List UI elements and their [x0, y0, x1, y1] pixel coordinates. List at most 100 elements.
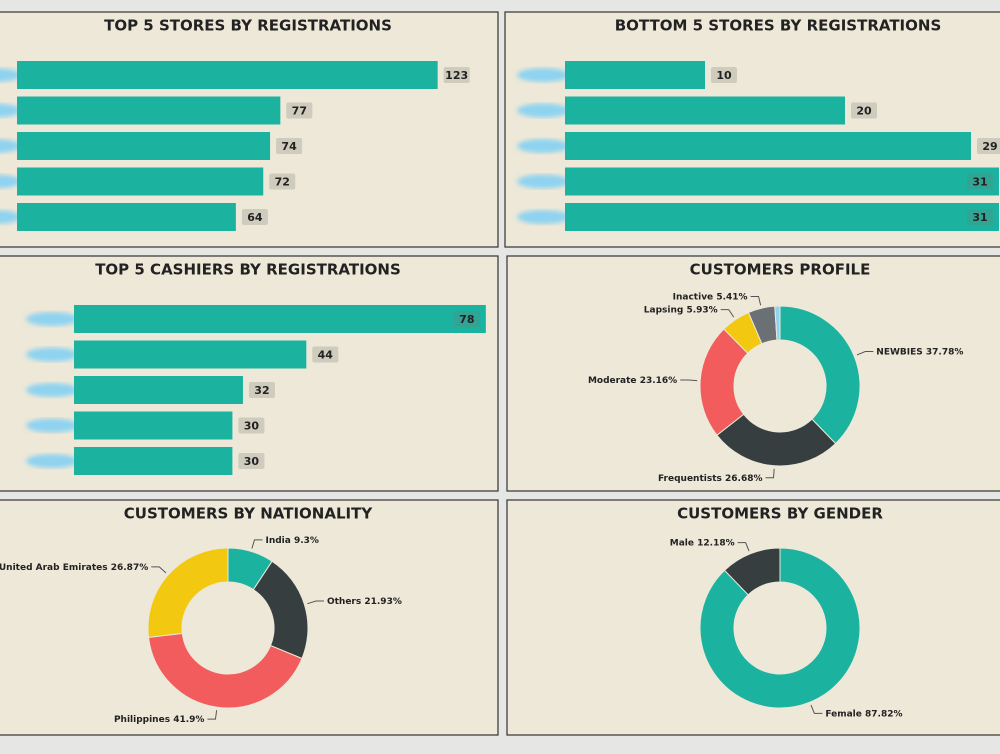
bar	[565, 96, 845, 125]
value-label-bg	[711, 67, 737, 83]
bar	[17, 96, 281, 125]
value-label-bg	[443, 67, 470, 83]
slice-name: Others	[327, 597, 361, 607]
donut-slice	[699, 547, 861, 709]
leader-line	[207, 710, 218, 720]
redacted-label	[26, 454, 78, 468]
bar	[74, 376, 243, 404]
bar	[17, 203, 236, 231]
donut-chart: Female 87.82% Male 12.18%	[670, 538, 903, 719]
value-label: 30	[244, 455, 260, 468]
value-label-bg	[967, 173, 993, 190]
redacted-label	[517, 210, 569, 224]
slice-value: 23.16%	[640, 375, 678, 385]
value-label: 74	[281, 140, 297, 153]
value-label: 32	[254, 384, 269, 397]
value-label-bg	[286, 102, 313, 119]
value-label-bg	[453, 311, 480, 327]
donut-chart: NEWBIES 37.78% Frequentists 26.68% Moderat…	[588, 292, 963, 483]
slice-name: India	[265, 535, 290, 545]
redacted-label	[0, 68, 21, 82]
slice-name: Female	[825, 709, 862, 719]
value-label-bg	[238, 453, 265, 469]
panel-title: CUSTOMERS BY GENDER	[677, 505, 883, 523]
panel-title: CUSTOMERS PROFILE	[690, 261, 871, 279]
redacted-label	[517, 68, 569, 82]
leader-line	[720, 309, 735, 318]
value-label-bg	[967, 209, 993, 225]
redacted-label	[517, 139, 569, 153]
bar	[74, 340, 307, 369]
bar	[74, 305, 486, 333]
redacted-label	[0, 103, 21, 118]
bar	[565, 61, 705, 89]
leader-line	[810, 704, 823, 714]
value-label-bg	[276, 138, 303, 154]
redacted-label	[26, 312, 78, 326]
redacted-label	[26, 383, 78, 397]
leader-line	[251, 539, 263, 549]
panel-title: TOP 5 CASHIERS BY REGISTRATIONS	[95, 261, 401, 279]
slice-label: Female 87.82%	[825, 709, 902, 719]
slice-name: Male	[670, 538, 694, 548]
value-label-bg	[312, 346, 339, 363]
slice-name: United Arab Emirates	[0, 562, 108, 572]
donut-slice	[723, 547, 781, 596]
leader-line	[750, 296, 762, 306]
leader-line	[737, 542, 750, 552]
redacted-label	[0, 139, 21, 153]
value-label: 64	[247, 211, 263, 224]
value-label-bg	[248, 382, 275, 398]
slice-name: Frequentists	[658, 473, 722, 483]
bar-chart: 123 77 74 72 64	[0, 61, 470, 231]
value-label-bg	[241, 209, 268, 225]
slice-label: Others 21.93%	[327, 597, 402, 607]
leader-line	[151, 566, 167, 574]
value-label: 30	[244, 420, 260, 433]
redacted-label	[0, 210, 21, 224]
donut-slice	[147, 632, 303, 709]
value-label: 44	[318, 349, 334, 362]
value-label: 72	[275, 176, 290, 189]
redacted-label	[26, 347, 78, 362]
slice-value: 9.3%	[294, 535, 319, 545]
slice-value: 5.93%	[686, 305, 717, 315]
slice-value: 21.93%	[364, 597, 402, 607]
slice-name: Philippines	[114, 715, 170, 725]
donut-slice	[779, 305, 861, 445]
value-label: 31	[972, 211, 987, 224]
redacted-label	[0, 174, 21, 189]
slice-value: 26.68%	[725, 473, 763, 483]
panel-title: CUSTOMERS BY NATIONALITY	[124, 505, 374, 523]
slice-name: Moderate	[588, 375, 637, 385]
slice-value: 41.9%	[173, 715, 204, 725]
leader-line	[856, 351, 874, 356]
slice-label: Moderate 23.16%	[588, 375, 677, 385]
slice-value: 12.18%	[697, 538, 735, 548]
value-label-bg	[977, 138, 1000, 154]
panel-title: TOP 5 STORES BY REGISTRATIONS	[104, 17, 392, 35]
leader-line	[307, 600, 324, 605]
slice-label: Male 12.18%	[670, 538, 735, 548]
bar	[17, 167, 264, 196]
slice-value: 87.82%	[865, 709, 903, 719]
slice-name: NEWBIES	[876, 347, 922, 357]
value-label-bg	[851, 102, 877, 119]
value-label: 31	[972, 176, 987, 189]
slice-name: Lapsing	[644, 305, 684, 315]
slice-label: Frequentists 26.68%	[658, 473, 763, 483]
slice-value: 26.87%	[111, 562, 149, 572]
leader-line	[680, 379, 698, 382]
slice-label: India 9.3%	[265, 535, 318, 545]
bar	[74, 447, 233, 475]
bar-chart: 10 20 29 31 31	[517, 61, 1000, 231]
bar	[565, 132, 971, 160]
slice-label: Lapsing 5.93%	[644, 305, 718, 315]
value-label-bg	[269, 173, 296, 190]
bar	[74, 411, 233, 440]
bar	[565, 203, 999, 231]
bar	[565, 167, 999, 196]
redacted-label	[26, 418, 78, 433]
bar	[17, 132, 271, 160]
